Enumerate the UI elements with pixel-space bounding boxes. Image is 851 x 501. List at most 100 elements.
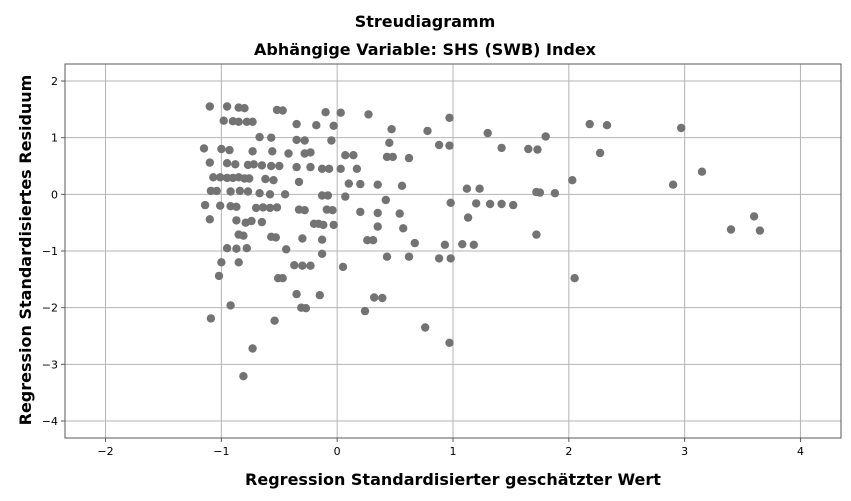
- scatter-point: [235, 186, 245, 196]
- scatter-point: [269, 176, 278, 185]
- scatter-point: [434, 140, 444, 150]
- scatter-point: [387, 125, 396, 134]
- data-points: [199, 102, 765, 381]
- scatter-point: [382, 252, 392, 261]
- scatter-point: [535, 188, 545, 197]
- y-tick-label: −1: [42, 245, 58, 258]
- scatter-point: [421, 323, 430, 332]
- scatter-point: [199, 144, 209, 153]
- scatter-point: [272, 203, 282, 212]
- scatter-point: [271, 233, 280, 242]
- scatter-point: [399, 224, 408, 233]
- scatter-point: [306, 261, 315, 270]
- scatter-point: [533, 145, 542, 154]
- scatter-point: [251, 203, 261, 213]
- scatter-point: [497, 199, 506, 209]
- scatter-point: [336, 108, 345, 117]
- scatter-point: [240, 104, 249, 113]
- scatter-point: [370, 293, 379, 302]
- scatter-point: [219, 116, 228, 125]
- scatter-point: [349, 151, 358, 160]
- scatter-point: [524, 144, 533, 154]
- scatter-point: [434, 254, 444, 263]
- scatter-point: [446, 198, 455, 207]
- scatter-point: [312, 121, 321, 130]
- scatter-point: [278, 106, 287, 115]
- scatter-point: [214, 271, 224, 281]
- scatter-point: [541, 132, 550, 141]
- scatter-point: [462, 184, 472, 193]
- scatter-point: [321, 108, 330, 117]
- scatter-point: [234, 117, 243, 127]
- scatter-point: [216, 173, 225, 182]
- scatter-point: [440, 240, 450, 249]
- x-tick-label: −2: [97, 445, 113, 458]
- scatter-point: [602, 121, 612, 130]
- scatter-point: [282, 245, 291, 254]
- scatter-point: [475, 184, 484, 193]
- scatter-point: [205, 102, 214, 111]
- scatter-point: [292, 135, 301, 145]
- scatter-point: [217, 144, 226, 154]
- scatter-point: [226, 187, 235, 196]
- scatter-point: [222, 244, 232, 253]
- scatter-point: [677, 123, 686, 133]
- scatter-point: [280, 190, 290, 199]
- x-tick-label: −1: [213, 445, 229, 458]
- scatter-point: [248, 117, 257, 127]
- scatter-point: [463, 213, 473, 222]
- scatter-point: [222, 102, 232, 111]
- scatter-point: [232, 202, 241, 211]
- x-tick-label: 2: [565, 445, 572, 458]
- scatter-point: [550, 189, 560, 198]
- scatter-point: [755, 226, 765, 235]
- x-tick-label: 3: [681, 445, 688, 458]
- scatter-point: [239, 231, 248, 240]
- scatter-point: [445, 338, 454, 347]
- scatter-point: [205, 215, 214, 224]
- scatter-point: [206, 314, 216, 323]
- y-tick-label: −2: [42, 302, 58, 315]
- scatter-point: [356, 207, 365, 217]
- scatter-point: [595, 148, 605, 158]
- scatter-point: [585, 119, 594, 129]
- scatter-point: [497, 143, 506, 153]
- scatter-point: [232, 244, 241, 253]
- y-tick-label: 1: [51, 132, 58, 145]
- scatter-point: [232, 216, 241, 225]
- scatter-point: [255, 189, 264, 198]
- scatter-point: [509, 200, 518, 210]
- scatter-point: [388, 152, 397, 162]
- scatter-point: [382, 152, 392, 162]
- scatter-point: [329, 121, 338, 130]
- scatter-point: [423, 126, 432, 136]
- scatter-point: [317, 235, 327, 244]
- scatter-point: [352, 164, 362, 173]
- chart-title: Streudiagramm: [355, 12, 496, 31]
- x-axis-title: Regression Standardisierter geschätzter …: [245, 470, 661, 489]
- scatter-point: [317, 249, 327, 258]
- scatter-point: [247, 216, 256, 226]
- scatter-point: [242, 244, 251, 253]
- scatter-point: [445, 113, 454, 123]
- scatter-point: [697, 167, 707, 176]
- scatter-point: [749, 212, 759, 221]
- scatter-point: [341, 192, 350, 201]
- scatter-point: [222, 159, 232, 168]
- scatter-point: [270, 316, 279, 325]
- x-tick-label: 0: [334, 445, 341, 458]
- scatter-point: [278, 274, 287, 283]
- scatter-point: [363, 236, 372, 245]
- scatter-point: [267, 161, 276, 171]
- plot-frame: [64, 63, 842, 439]
- scatter-point: [381, 195, 390, 205]
- scatter-point: [570, 274, 579, 283]
- scatter-point: [404, 252, 414, 261]
- scatter-point: [485, 199, 495, 209]
- scatter-point: [257, 161, 267, 170]
- scatter-point: [300, 136, 309, 145]
- scatter-point: [249, 160, 258, 169]
- scatter-point: [292, 119, 301, 129]
- scatter-point: [315, 291, 324, 300]
- scatter-point: [360, 306, 370, 316]
